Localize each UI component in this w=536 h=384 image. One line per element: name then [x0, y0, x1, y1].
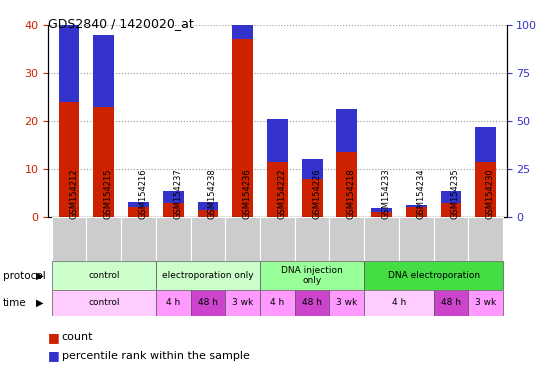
- Bar: [198, 210, 218, 217]
- Text: percentile rank within the sample: percentile rank within the sample: [62, 351, 250, 361]
- Text: DNA injection
only: DNA injection only: [281, 266, 343, 285]
- Bar: [191, 217, 225, 261]
- Bar: [371, 212, 392, 217]
- Text: 4 h: 4 h: [392, 298, 406, 308]
- Text: 4 h: 4 h: [270, 298, 285, 308]
- Bar: [371, 209, 392, 212]
- Bar: [58, 102, 79, 217]
- Bar: [406, 207, 427, 217]
- Text: 3 wk: 3 wk: [475, 298, 496, 308]
- Bar: [128, 207, 149, 217]
- Bar: [330, 290, 364, 316]
- Bar: [156, 290, 191, 316]
- Text: control: control: [88, 271, 120, 280]
- Bar: [337, 109, 357, 152]
- Text: count: count: [62, 332, 93, 342]
- Bar: [156, 261, 260, 290]
- Bar: [260, 261, 364, 290]
- Bar: [260, 290, 295, 316]
- Text: ■: ■: [48, 349, 60, 362]
- Text: GSM154215: GSM154215: [104, 169, 113, 219]
- Text: GSM154235: GSM154235: [451, 169, 460, 219]
- Text: 48 h: 48 h: [198, 298, 218, 308]
- Bar: [58, 20, 79, 102]
- Text: time: time: [3, 298, 26, 308]
- Bar: [93, 35, 114, 107]
- Bar: [163, 191, 184, 203]
- Bar: [302, 179, 323, 217]
- Bar: [441, 191, 461, 203]
- Bar: [260, 217, 295, 261]
- Bar: [302, 159, 323, 179]
- Bar: [225, 290, 260, 316]
- Text: GSM154216: GSM154216: [138, 169, 147, 219]
- Bar: [475, 162, 496, 217]
- Bar: [51, 290, 156, 316]
- Bar: [51, 217, 86, 261]
- Bar: [267, 119, 288, 162]
- Bar: [128, 202, 149, 207]
- Text: DNA electroporation: DNA electroporation: [388, 271, 480, 280]
- Text: control: control: [88, 298, 120, 308]
- Bar: [434, 290, 468, 316]
- Text: ■: ■: [48, 331, 60, 344]
- Bar: [121, 217, 156, 261]
- Bar: [163, 203, 184, 217]
- Text: ▶: ▶: [36, 298, 44, 308]
- Bar: [475, 127, 496, 162]
- Bar: [434, 217, 468, 261]
- Text: GSM154212: GSM154212: [69, 169, 78, 219]
- Bar: [198, 202, 218, 210]
- Bar: [295, 290, 330, 316]
- Text: protocol: protocol: [3, 270, 46, 281]
- Text: GSM154230: GSM154230: [486, 169, 495, 219]
- Text: GSM154218: GSM154218: [347, 169, 356, 219]
- Text: GSM154226: GSM154226: [312, 169, 321, 219]
- Bar: [295, 217, 330, 261]
- Bar: [441, 203, 461, 217]
- Bar: [364, 217, 399, 261]
- Text: 4 h: 4 h: [166, 298, 180, 308]
- Text: GDS2840 / 1420020_at: GDS2840 / 1420020_at: [48, 17, 194, 30]
- Text: GSM154234: GSM154234: [416, 169, 425, 219]
- Text: GSM154236: GSM154236: [243, 169, 252, 219]
- Bar: [86, 217, 121, 261]
- Bar: [399, 217, 434, 261]
- Text: electroporation only: electroporation only: [162, 271, 254, 280]
- Bar: [468, 217, 503, 261]
- Bar: [267, 162, 288, 217]
- Bar: [330, 217, 364, 261]
- Text: 48 h: 48 h: [441, 298, 461, 308]
- Bar: [364, 261, 503, 290]
- Text: 48 h: 48 h: [302, 298, 322, 308]
- Text: 3 wk: 3 wk: [336, 298, 358, 308]
- Bar: [156, 217, 191, 261]
- Text: ▶: ▶: [36, 270, 44, 281]
- Bar: [191, 290, 225, 316]
- Text: GSM154233: GSM154233: [382, 169, 391, 219]
- Bar: [232, 0, 253, 40]
- Bar: [468, 290, 503, 316]
- Bar: [93, 107, 114, 217]
- Bar: [364, 290, 434, 316]
- Bar: [232, 40, 253, 217]
- Bar: [225, 217, 260, 261]
- Text: GSM154237: GSM154237: [173, 169, 182, 219]
- Text: 3 wk: 3 wk: [232, 298, 254, 308]
- Bar: [406, 205, 427, 207]
- Text: GSM154222: GSM154222: [278, 169, 286, 219]
- Text: GSM154238: GSM154238: [208, 169, 217, 219]
- Bar: [51, 261, 156, 290]
- Bar: [337, 152, 357, 217]
